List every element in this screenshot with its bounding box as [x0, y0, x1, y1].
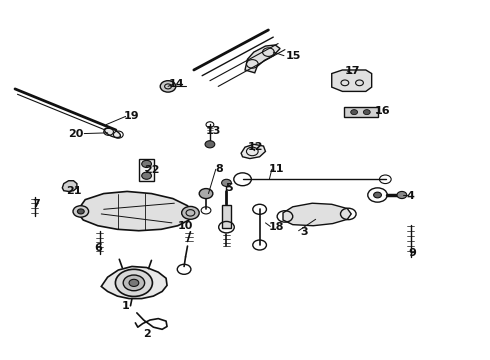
Circle shape [182, 206, 199, 219]
Text: 1: 1 [122, 301, 129, 311]
Circle shape [374, 192, 381, 198]
Text: 3: 3 [301, 227, 308, 237]
Circle shape [221, 179, 231, 186]
Text: 7: 7 [33, 199, 40, 209]
Text: 8: 8 [216, 164, 223, 174]
Text: 6: 6 [94, 243, 102, 253]
Polygon shape [332, 70, 372, 91]
Text: 16: 16 [374, 107, 390, 116]
Polygon shape [78, 192, 193, 231]
Circle shape [116, 269, 152, 296]
Text: 20: 20 [68, 129, 83, 139]
Text: 17: 17 [344, 66, 360, 76]
Polygon shape [241, 144, 266, 158]
Circle shape [205, 141, 215, 148]
Text: 21: 21 [66, 186, 81, 197]
Text: 9: 9 [408, 248, 416, 258]
Text: 13: 13 [206, 126, 221, 136]
Circle shape [142, 160, 151, 167]
Circle shape [142, 172, 151, 179]
Polygon shape [245, 45, 280, 73]
Polygon shape [283, 203, 351, 226]
Text: 11: 11 [269, 164, 284, 174]
Circle shape [73, 206, 89, 217]
Circle shape [129, 279, 139, 287]
Text: 19: 19 [124, 111, 140, 121]
Bar [221, 205, 231, 228]
Circle shape [351, 110, 358, 114]
Text: 2: 2 [143, 329, 150, 339]
Bar [139, 159, 154, 181]
Text: 18: 18 [269, 222, 284, 232]
Circle shape [397, 192, 407, 199]
Text: 12: 12 [248, 142, 264, 152]
Circle shape [160, 81, 176, 92]
Circle shape [199, 189, 213, 199]
Circle shape [364, 110, 370, 114]
Text: 15: 15 [286, 51, 301, 61]
Text: 4: 4 [407, 191, 415, 201]
Text: 22: 22 [144, 165, 159, 175]
Polygon shape [101, 266, 167, 298]
Text: 10: 10 [178, 221, 193, 231]
Circle shape [123, 275, 145, 291]
Bar [344, 108, 377, 117]
Text: 14: 14 [169, 79, 185, 89]
Circle shape [77, 209, 84, 214]
Polygon shape [62, 181, 77, 192]
Ellipse shape [104, 128, 121, 138]
Text: 5: 5 [225, 183, 233, 193]
